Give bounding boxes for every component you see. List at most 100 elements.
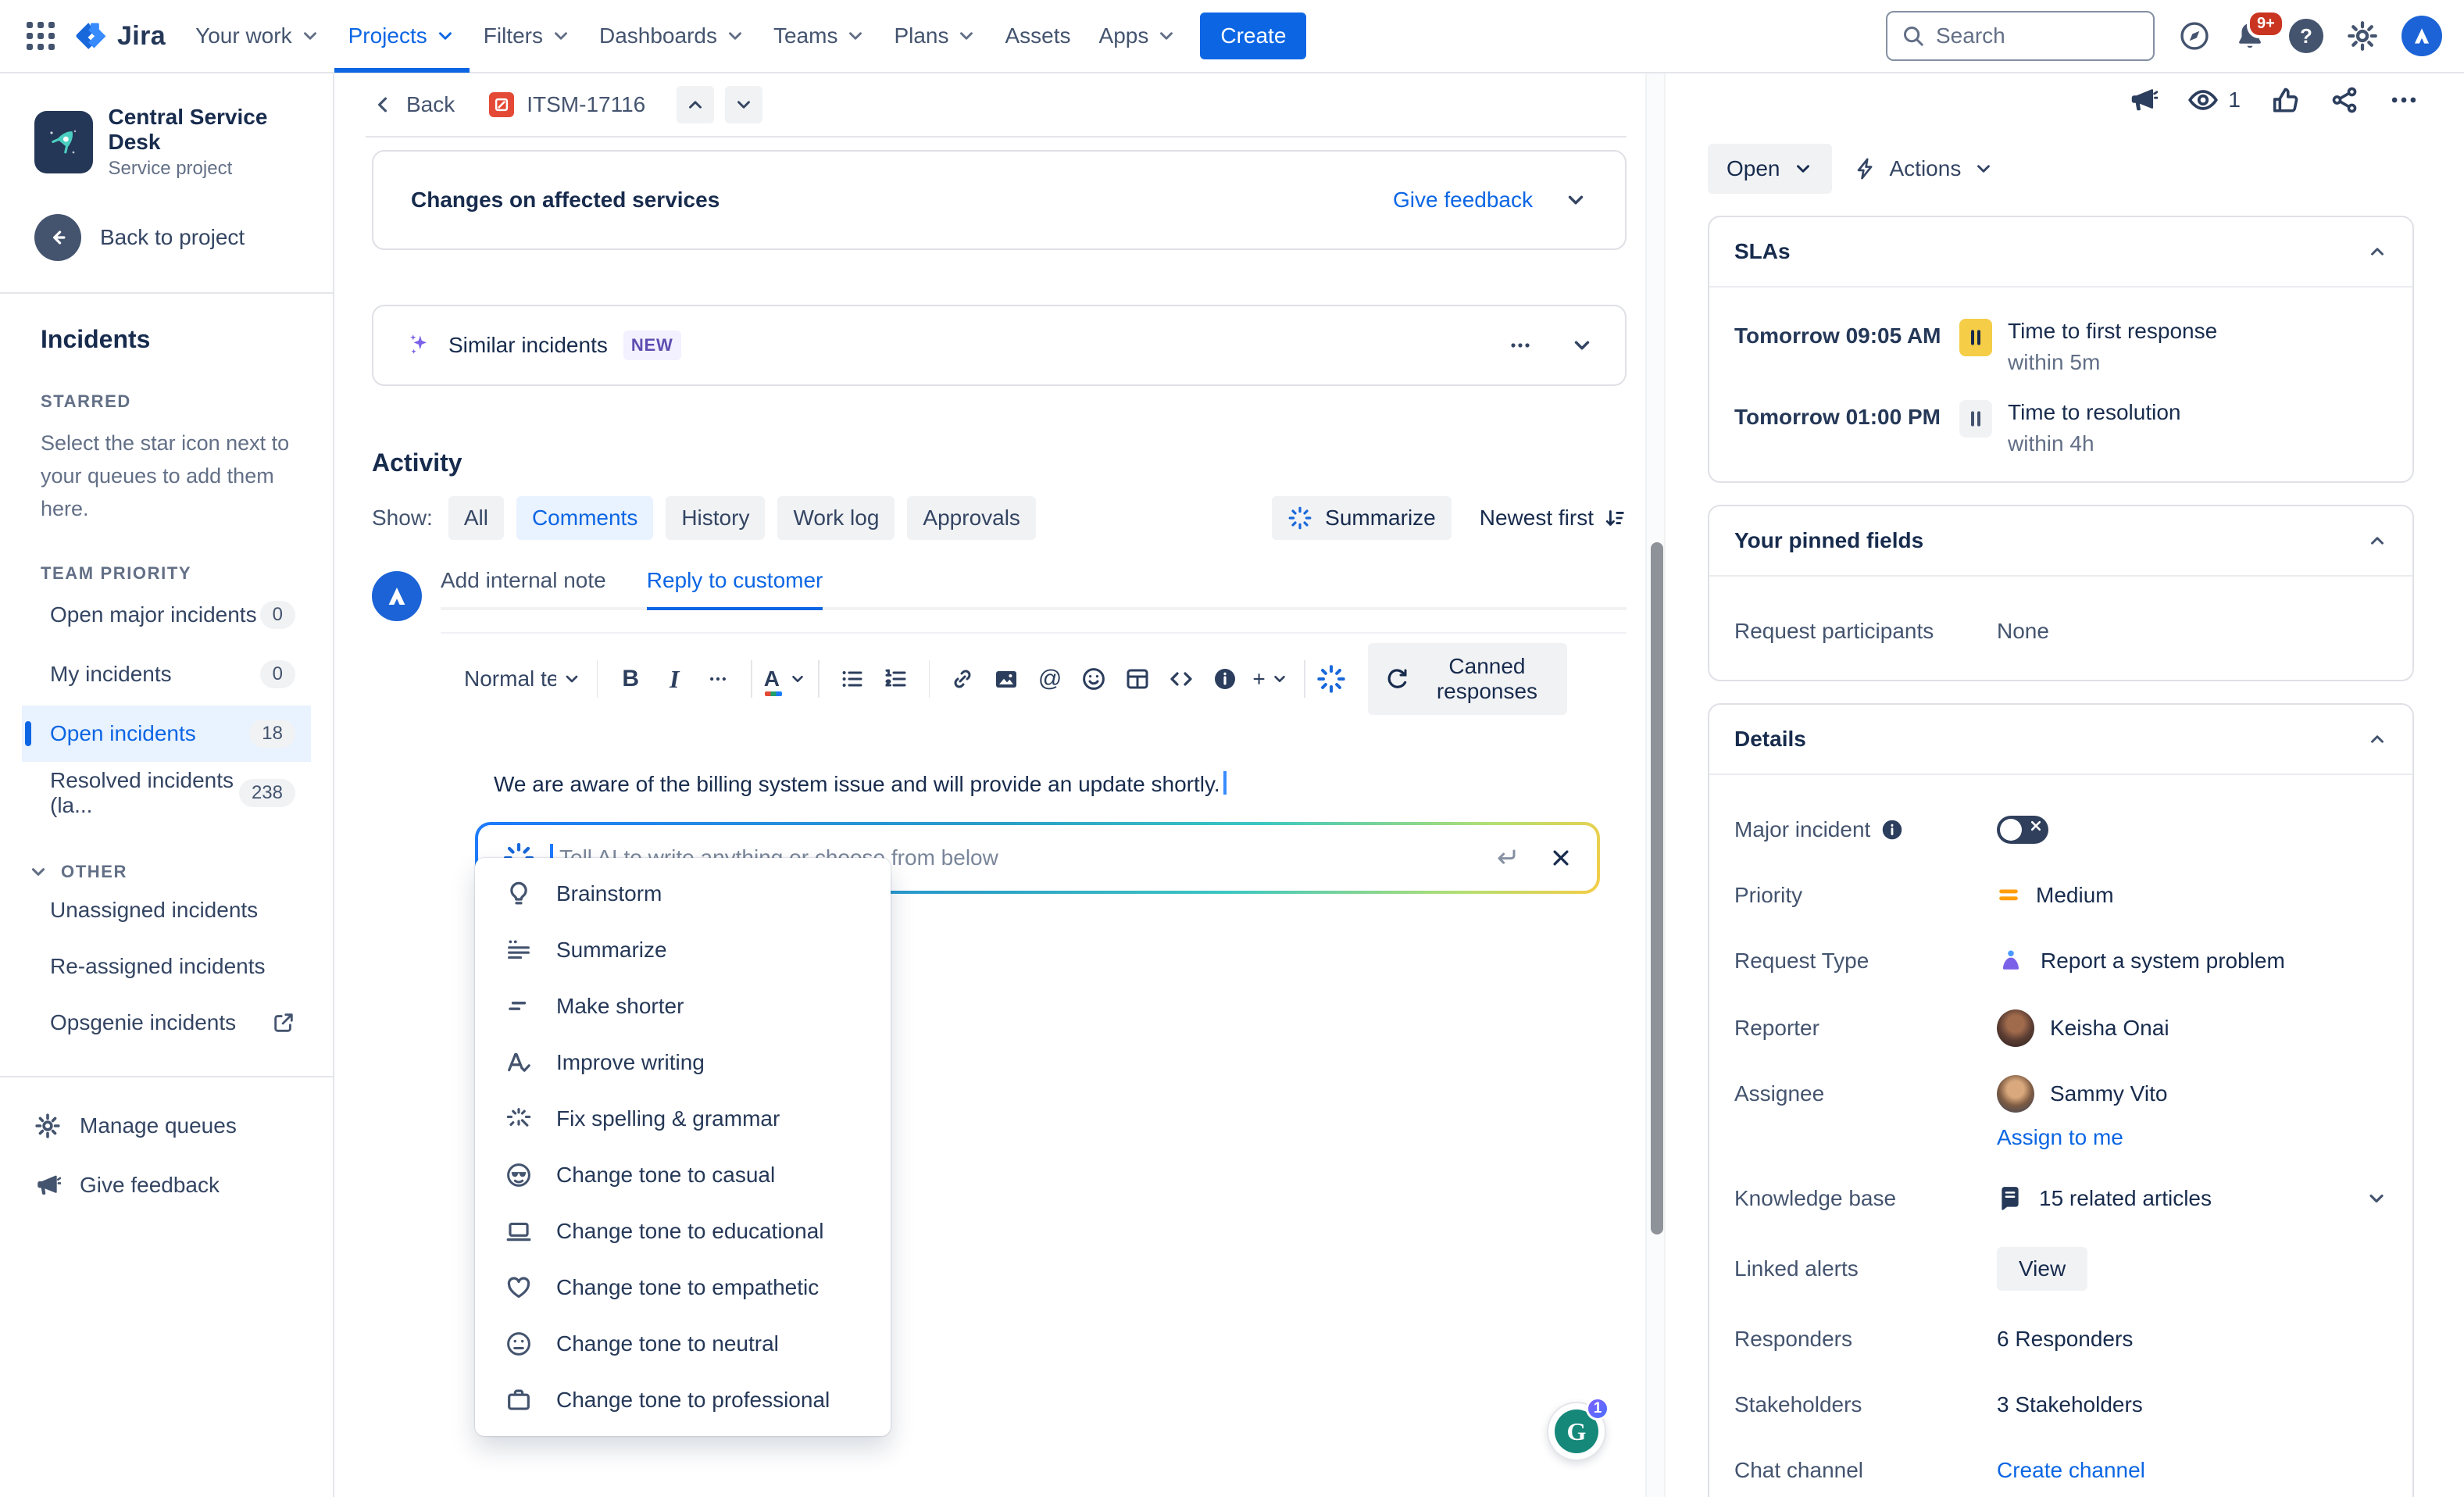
notifications-icon[interactable]: 9+ [2234,9,2285,52]
jira-logo[interactable]: Jira [66,19,181,53]
summarize-button[interactable]: Summarize [1272,496,1452,540]
menu-item-tone-casual[interactable]: Change tone to casual [475,1147,891,1203]
other-section-toggle[interactable]: OTHER [28,862,311,882]
menu-item-fix-spelling[interactable]: Fix spelling & grammar [475,1091,891,1147]
code-block-button[interactable] [1159,657,1203,701]
share-icon[interactable] [2330,85,2359,115]
field-assignee[interactable]: Assignee Sammy Vito [1734,1075,2387,1113]
link-button[interactable] [941,657,984,701]
menu-item-tone-neutral[interactable]: Change tone to neutral [475,1316,891,1372]
issue-key[interactable]: ITSM-17116 [527,92,646,116]
scrollbar-thumb[interactable] [1651,542,1663,1234]
give-feedback-link[interactable]: Give feedback [1393,188,1533,212]
queue-reassigned-incidents[interactable]: Re-assigned incidents [22,938,311,995]
filter-all[interactable]: All [448,496,504,540]
menu-item-tone-professional[interactable]: Change tone to professional [475,1372,891,1428]
tab-add-internal-note[interactable]: Add internal note [441,568,606,592]
sort-order-control[interactable]: Newest first [1480,506,1627,531]
info-panel-button[interactable] [1203,657,1247,701]
bold-button[interactable]: B [622,666,640,691]
queue-my-incidents[interactable]: My incidents 0 [22,646,311,702]
search-input[interactable] [1936,23,2139,48]
info-icon[interactable] [1881,819,1903,841]
sla-first-response[interactable]: Tomorrow 09:05 AM Time to first response… [1734,319,2387,375]
assign-to-me-link[interactable]: Assign to me [1997,1125,2123,1149]
menu-item-tone-empathetic[interactable]: Change tone to empathetic [475,1259,891,1316]
watch-eye-icon[interactable] [2187,84,2219,116]
sla-resolution[interactable]: Tomorrow 01:00 PM Time to resolution wit… [1734,400,2387,456]
tab-reply-to-customer[interactable]: Reply to customer [646,568,823,610]
collapse-icon[interactable] [2367,729,2387,749]
help-icon[interactable]: ? [2289,19,2323,53]
chevron-down-icon[interactable] [2366,1188,2387,1209]
numbered-list-button[interactable] [874,657,918,701]
more-options-icon[interactable] [2389,85,2419,115]
emoji-button[interactable] [1072,657,1116,701]
create-button[interactable]: Create [1200,13,1307,59]
menu-item-tone-educational[interactable]: Change tone to educational [475,1203,891,1259]
menu-item-improve-writing[interactable]: Improve writing [475,1034,891,1091]
settings-gear-icon[interactable] [2347,20,2378,52]
create-channel-link[interactable]: Create channel [1997,1458,2145,1482]
insert-table-button[interactable] [1116,657,1159,701]
ai-sparkle-icon[interactable] [1316,664,1346,694]
canned-responses-button[interactable]: Canned responses [1367,643,1567,715]
menu-item-summarize[interactable]: Summarize [475,922,891,978]
chevron-down-icon[interactable] [1564,188,1587,212]
previous-issue-button[interactable] [677,86,715,123]
like-icon[interactable] [2270,85,2300,115]
more-options-icon[interactable] [1508,333,1533,358]
nav-projects[interactable]: Projects [334,0,470,73]
field-responders[interactable]: Responders 6 Responders [1734,1322,2387,1356]
filter-comments[interactable]: Comments [516,496,654,540]
vertical-scrollbar[interactable] [1645,73,1666,1497]
mention-button[interactable]: @ [1037,666,1062,691]
manage-queues[interactable]: Manage queues [22,1096,311,1156]
actions-dropdown[interactable]: Actions [1854,156,1994,181]
user-avatar[interactable] [2402,16,2442,56]
insert-more-button[interactable] [1247,657,1293,701]
filter-history[interactable]: History [666,496,766,540]
queue-open-incidents[interactable]: Open incidents 18 [22,705,311,762]
back-to-project[interactable]: Back to project [22,214,311,261]
chevron-down-icon[interactable] [1570,334,1594,357]
project-header[interactable]: Central Service Desk Service project [22,105,311,180]
more-formatting-icon[interactable] [696,657,740,701]
queue-open-major-incidents[interactable]: Open major incidents 0 [22,587,311,643]
next-issue-button[interactable] [725,86,763,123]
nav-your-work[interactable]: Your work [181,0,334,73]
field-knowledge-base[interactable]: Knowledge base 15 related articles [1734,1181,2387,1216]
insert-image-button[interactable] [984,657,1028,701]
back-link[interactable]: Back [372,92,455,117]
discover-icon[interactable] [2178,20,2211,52]
app-switcher-icon[interactable] [16,11,66,61]
give-feedback[interactable]: Give feedback [22,1156,311,1215]
field-request-participants[interactable]: Request participants None [1734,614,2387,648]
nav-dashboards[interactable]: Dashboards [585,0,759,73]
major-incident-toggle[interactable] [1997,816,2048,844]
field-priority[interactable]: Priority Medium [1734,878,2387,913]
grammarly-widget[interactable]: G 1 [1548,1397,1609,1459]
queue-unassigned-incidents[interactable]: Unassigned incidents [22,882,311,938]
menu-item-make-shorter[interactable]: Make shorter [475,978,891,1034]
nav-teams[interactable]: Teams [759,0,880,73]
view-alerts-button[interactable]: View [1997,1247,2088,1291]
feedback-megaphone-icon[interactable] [2128,85,2159,115]
global-search[interactable] [1886,11,2155,61]
status-dropdown[interactable]: Open [1708,144,1832,194]
text-style-dropdown[interactable]: Normal text [459,657,586,701]
collapse-icon[interactable] [2367,531,2387,551]
field-request-type[interactable]: Request Type Report a system problem [1734,944,2387,978]
nav-plans[interactable]: Plans [880,0,991,73]
filter-work-log[interactable]: Work log [777,496,895,540]
nav-filters[interactable]: Filters [470,0,585,73]
bullet-list-button[interactable] [830,657,874,701]
submit-return-icon[interactable] [1494,845,1519,870]
nav-apps[interactable]: Apps [1085,0,1191,73]
queue-resolved-incidents[interactable]: Resolved incidents (la... 238 [22,765,311,821]
collapse-icon[interactable] [2367,241,2387,262]
field-reporter[interactable]: Reporter Keisha Onai [1734,1009,2387,1047]
queue-opsgenie-incidents[interactable]: Opsgenie incidents [22,995,311,1051]
menu-item-brainstorm[interactable]: Brainstorm [475,866,891,922]
nav-assets[interactable]: Assets [1005,23,1071,48]
